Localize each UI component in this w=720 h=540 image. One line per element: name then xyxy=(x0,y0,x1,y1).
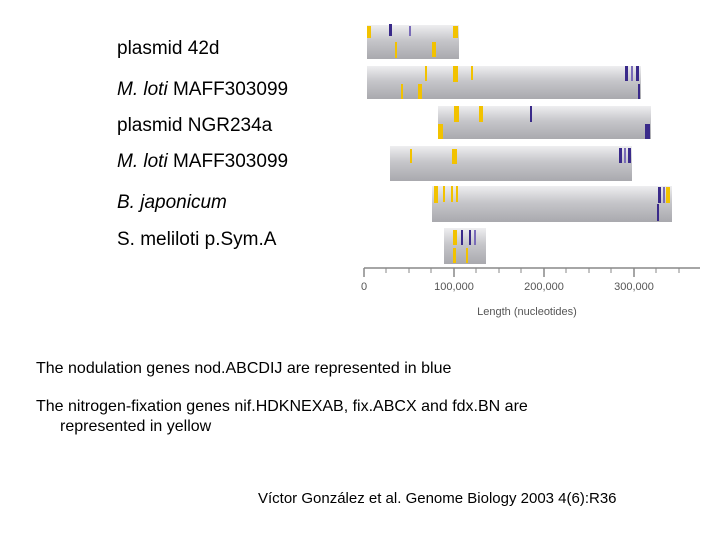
nod-gene-blue xyxy=(658,187,661,203)
nif-gene-yellow xyxy=(367,26,371,38)
legend-nif-line2: represented in yellow xyxy=(60,418,212,435)
nif-gene-yellow xyxy=(425,66,427,81)
nod-gene-blue xyxy=(389,24,392,36)
length-axis: 0 100,000 200,000 300,000 Length (nucleo… xyxy=(361,267,700,318)
nod-gene-blue xyxy=(638,84,640,99)
nif-gene-yellow xyxy=(451,186,453,202)
legend-nod: The nodulation genes nod.ABCDIJ are repr… xyxy=(36,360,452,377)
legend-nif-line1: The nitrogen-fixation genes nif.HDKNEXAB… xyxy=(36,398,528,415)
nif-gene-yellow xyxy=(410,149,412,163)
label-mloti-2: M. loti MAFF303099 xyxy=(117,151,288,173)
chromosome-bar xyxy=(438,106,651,139)
nod-gene-blue xyxy=(624,148,626,163)
nod-gene-blue xyxy=(628,148,631,163)
nif-gene-yellow xyxy=(395,42,397,58)
mloti-track-2 xyxy=(390,146,632,181)
nif-gene-yellow xyxy=(438,124,443,139)
tick-label: 0 xyxy=(361,281,367,293)
nod-gene-blue xyxy=(469,230,471,245)
chromosome-bar xyxy=(390,146,632,181)
nod-gene-blue xyxy=(645,124,650,139)
label-ngr234a: plasmid NGR234a xyxy=(117,115,272,137)
label-bjaponicum: B. japonicum xyxy=(117,192,227,214)
nif-gene-yellow xyxy=(456,186,458,202)
chromosome-bar xyxy=(367,25,459,59)
nif-gene-yellow xyxy=(454,106,459,122)
label-mloti-1: M. loti MAFF303099 xyxy=(117,79,288,101)
plasmid-alignment-figure: 0 100,000 200,000 300,000 Length (nucleo… xyxy=(361,24,700,318)
mloti-track-1 xyxy=(367,66,641,99)
nif-gene-yellow xyxy=(453,248,456,263)
nif-gene-yellow xyxy=(452,149,457,164)
nif-gene-yellow xyxy=(401,84,403,99)
nif-gene-yellow xyxy=(479,106,483,122)
tick-label: 200,000 xyxy=(524,281,564,293)
nod-gene-blue xyxy=(474,230,476,245)
nod-gene-blue xyxy=(409,26,411,36)
bjaponicum-track xyxy=(432,186,672,222)
label-text: MAFF303099 xyxy=(167,79,289,100)
nif-gene-yellow xyxy=(453,26,458,38)
nif-gene-yellow xyxy=(471,66,473,80)
label-italic: M. loti xyxy=(117,151,168,172)
nod-gene-blue xyxy=(657,204,659,221)
label-smeliloti: S. meliloti p.Sym.A xyxy=(117,229,276,251)
label-plasmid-42d: plasmid 42d xyxy=(117,38,219,60)
chromosome-bar xyxy=(432,186,672,222)
nif-gene-yellow xyxy=(453,66,458,82)
nif-gene-yellow xyxy=(453,230,457,245)
chromosome-bar xyxy=(444,228,486,264)
nif-gene-yellow xyxy=(418,84,422,99)
label-text: S. meliloti p.Sym.A xyxy=(117,229,277,250)
nif-gene-yellow xyxy=(432,42,436,57)
nod-gene-blue xyxy=(631,66,633,81)
citation: Víctor González et al. Genome Biology 20… xyxy=(258,490,617,507)
label-italic: M. loti xyxy=(117,79,168,100)
nod-gene-blue xyxy=(663,187,665,203)
label-text: MAFF303099 xyxy=(167,151,289,172)
tick-label: 100,000 xyxy=(434,281,474,293)
nod-gene-blue xyxy=(625,66,628,81)
label-text: plasmid 42d xyxy=(117,38,220,59)
label-italic: B. japonicum xyxy=(117,192,227,213)
plasmid-42d-track xyxy=(367,24,459,59)
nif-gene-yellow xyxy=(443,186,445,202)
nif-gene-yellow xyxy=(666,187,670,203)
chromosome-bar xyxy=(367,66,641,99)
nod-gene-blue xyxy=(461,230,463,245)
legend-nif: The nitrogen-fixation genes nif.HDKNEXAB… xyxy=(36,397,528,437)
nod-gene-blue xyxy=(530,106,532,122)
nod-gene-blue xyxy=(636,66,639,81)
nod-gene-blue xyxy=(619,148,622,163)
nif-gene-yellow xyxy=(466,248,468,263)
nif-gene-yellow xyxy=(434,186,438,203)
axis-title: Length (nucleotides) xyxy=(477,306,577,318)
label-text: plasmid NGR234a xyxy=(117,115,273,136)
ngr234a-track xyxy=(438,106,651,139)
tick-label: 300,000 xyxy=(614,281,654,293)
smeliloti-track xyxy=(444,228,486,264)
